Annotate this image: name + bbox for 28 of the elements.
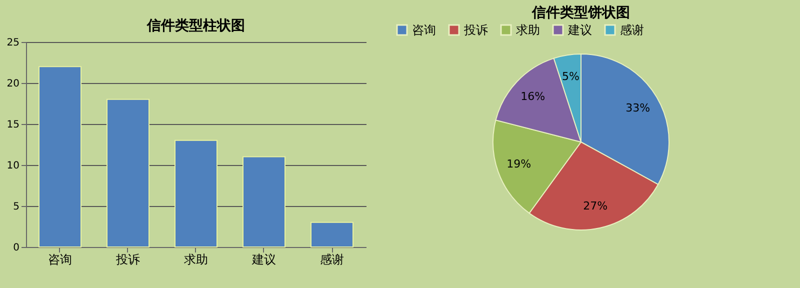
y-tick-label: 20 [6,78,20,90]
bar [174,140,218,248]
x-tick-label: 感谢 [320,252,344,266]
data-label: 19% [506,157,532,170]
y-tick-label: 25 [6,38,20,48]
bar [38,66,82,248]
data-label: 5% [562,70,580,83]
legend-label: 投诉 [463,23,488,37]
x-tick-label: 建议 [251,252,276,266]
y-tick-label: 0 [13,242,20,254]
chart-title: 信件类型饼状图 [531,5,630,21]
legend-label: 感谢 [620,23,644,37]
data-label: 33% [626,101,650,114]
legend-label: 求助 [516,23,540,37]
y-tick-label: 15 [6,120,20,130]
x-tick-label: 求助 [184,252,208,266]
x-tick-label: 投诉 [115,252,140,266]
y-tick-label: 10 [6,160,20,172]
x-tick-label: 咨询 [48,252,72,266]
data-label: 16% [520,90,546,103]
chart-title: 信件类型柱状图 [146,18,245,34]
bar [242,156,286,248]
legend-label: 咨询 [412,23,436,37]
data-label: 27% [583,199,608,212]
bar [310,222,354,248]
y-tick-label: 5 [13,202,20,212]
bar [106,98,150,248]
legend-label: 建议 [567,23,592,37]
